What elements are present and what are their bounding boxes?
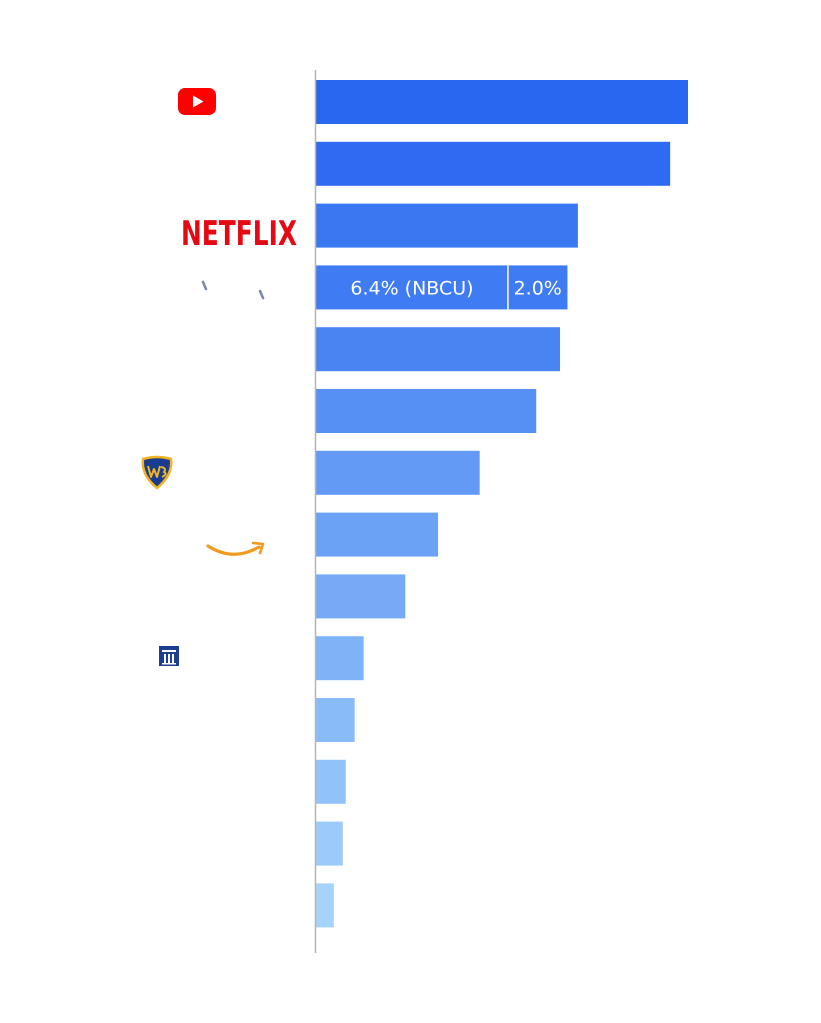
bar-segment: [316, 759, 346, 804]
netflix-logo: NETFLIX: [181, 214, 297, 254]
roku-logo: [159, 646, 179, 666]
bar-segment: [316, 141, 671, 186]
bar-segment: [316, 450, 480, 495]
bar-segment: [316, 821, 343, 866]
bar-segment: [316, 636, 364, 681]
wbd-logo: [141, 455, 173, 490]
segment-labels-layer: 6.4% (NBCU) 2.0%: [350, 277, 561, 299]
bar-segment: [316, 698, 355, 742]
bar-segment: [507, 265, 568, 310]
bar-segment: [316, 512, 439, 557]
nbcu-logo: [201, 280, 265, 300]
segment-label: 2.0%: [514, 277, 562, 299]
bars-layer: [316, 80, 688, 928]
logos-layer: NETFLIX: [141, 88, 297, 666]
segment-label: 6.4% (NBCU): [350, 277, 473, 299]
amazon-logo: [206, 541, 265, 556]
bar-segment: [316, 389, 537, 433]
bar-segment: [316, 203, 578, 248]
bar-segment: [316, 80, 688, 124]
bar-segment: [316, 883, 334, 928]
bar-segment: [316, 574, 406, 619]
bar-segment: [316, 327, 561, 372]
bar-segment: [316, 265, 508, 310]
youtube-logo: [178, 88, 216, 115]
